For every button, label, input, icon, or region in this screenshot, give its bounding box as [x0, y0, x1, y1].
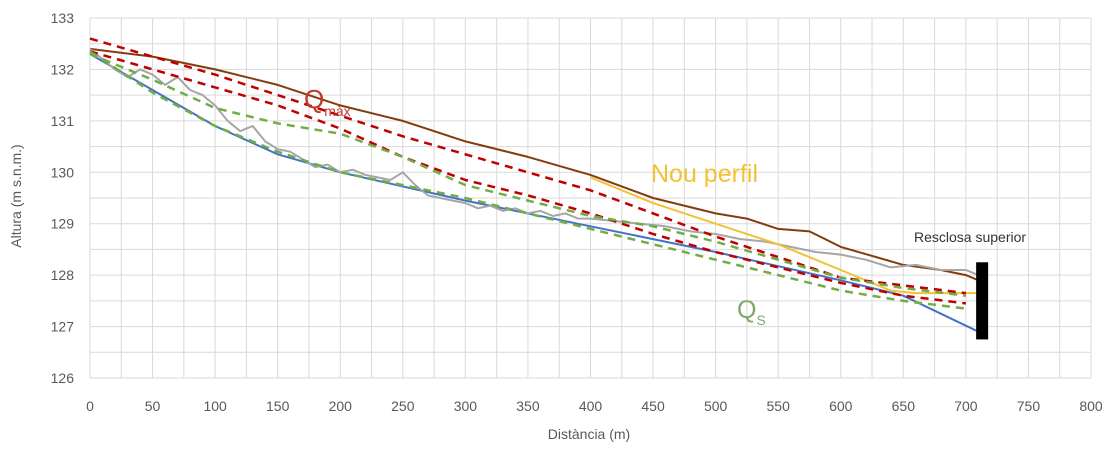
- x-tick-label: 450: [641, 398, 665, 414]
- y-tick-label: 126: [51, 370, 75, 386]
- y-tick-labels: 126 127 128 129 130 131 132 133: [51, 10, 75, 386]
- x-tick-label: 300: [454, 398, 478, 414]
- y-axis-title: Altura (m s.n.m.): [8, 144, 24, 247]
- series-line-qs_lower: [89, 50, 967, 310]
- series-line-qs_upper: [89, 52, 967, 297]
- x-tick-label: 0: [86, 398, 94, 414]
- x-tick-label: 400: [579, 398, 603, 414]
- annotation-qs-main: Q: [737, 296, 756, 324]
- x-tick-label: 600: [829, 398, 853, 414]
- y-tick-label: 131: [51, 113, 75, 129]
- series-line-measured: [89, 48, 979, 277]
- x-tick-label: 750: [1017, 398, 1041, 414]
- x-tick-label: 200: [329, 398, 353, 414]
- x-tick-labels: 0 50 100 150 200 250 300 350 400 450 500 550 600 650 7…: [86, 398, 1103, 414]
- annotation-qmax-main: Q: [304, 84, 324, 114]
- x-tick-label: 150: [266, 398, 290, 414]
- annotation-qmax: Qmàx: [304, 84, 351, 119]
- x-tick-label: 100: [203, 398, 227, 414]
- x-tick-label: 250: [391, 398, 415, 414]
- x-tick-label: 650: [892, 398, 916, 414]
- x-tick-label: 50: [145, 398, 161, 414]
- series-line-banks: [89, 47, 979, 282]
- weir-marker: [976, 262, 989, 340]
- annotation-nou-perfil: Nou perfil: [651, 160, 758, 188]
- annotation-qs: QS: [737, 296, 766, 328]
- x-tick-label: 550: [767, 398, 791, 414]
- annotation-qs-sub: S: [756, 312, 765, 328]
- series-line-nou_perfil: [590, 176, 979, 295]
- y-tick-label: 130: [51, 164, 75, 180]
- annotation-weir: Resclosa superior: [914, 229, 1026, 245]
- y-tick-label: 127: [51, 319, 75, 335]
- y-tick-label: 128: [51, 267, 75, 283]
- series-lines: [89, 37, 979, 333]
- x-tick-label: 500: [704, 398, 728, 414]
- y-tick-label: 129: [51, 216, 75, 232]
- series-line-bed: [89, 53, 979, 333]
- y-tick-label: 133: [51, 10, 75, 26]
- annotation-qmax-sub: màx: [324, 103, 350, 119]
- x-tick-label: 800: [1079, 398, 1103, 414]
- x-tick-label: 700: [954, 398, 978, 414]
- x-axis-title: Distància (m): [548, 426, 630, 442]
- grid: [89, 17, 1092, 379]
- y-tick-label: 132: [51, 61, 75, 77]
- x-tick-label: 350: [516, 398, 540, 414]
